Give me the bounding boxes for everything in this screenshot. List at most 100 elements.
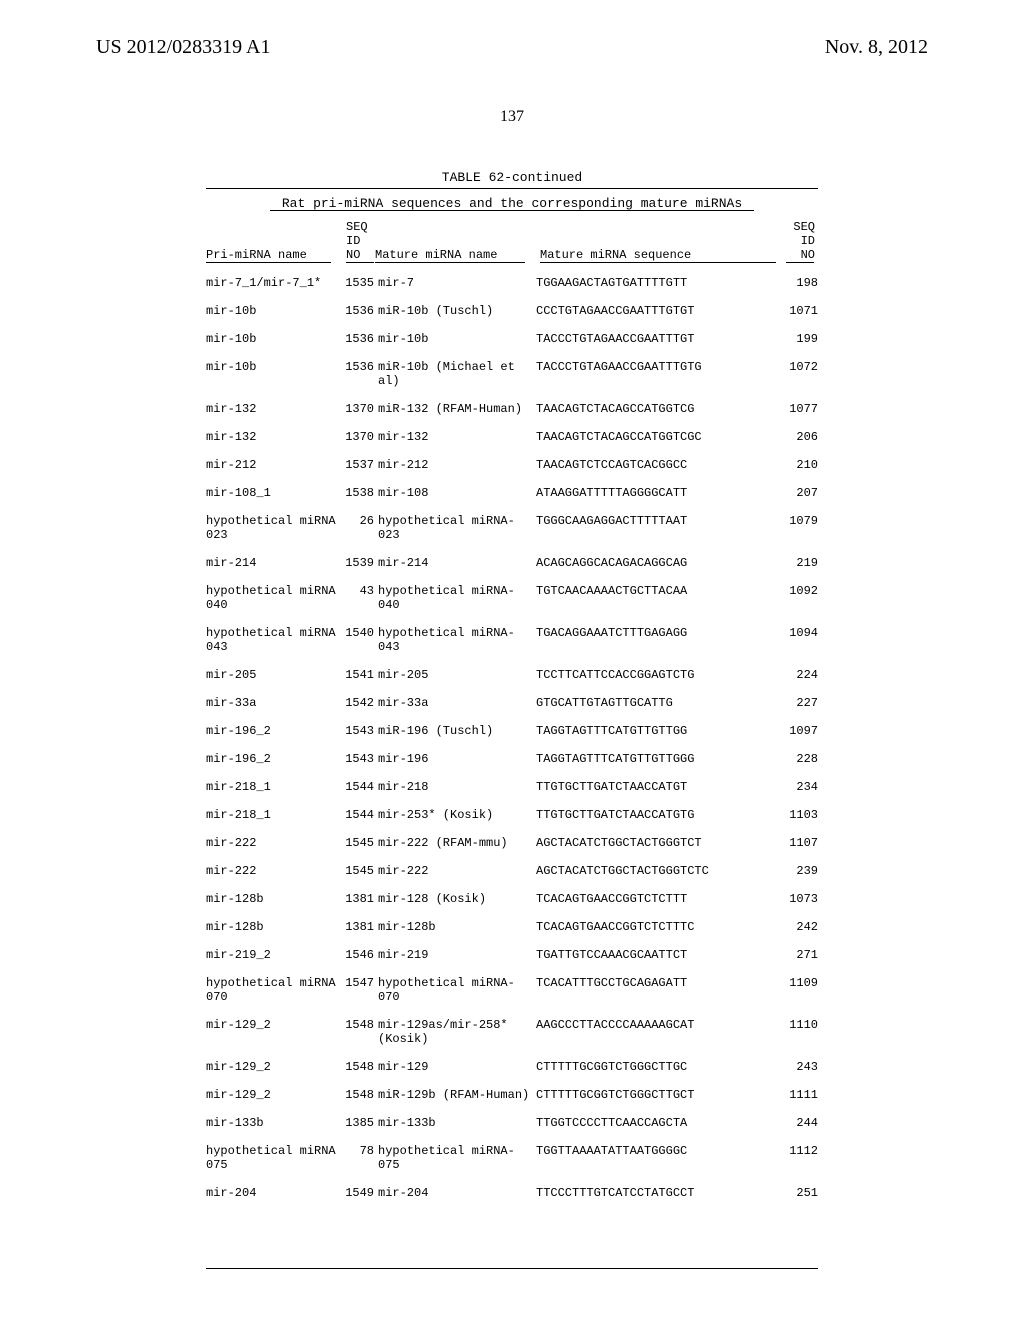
cell-mature-seq: TGTCAACAAAACTGCTTACAA — [536, 584, 776, 598]
cell-mature-name: mir-128b — [378, 920, 536, 934]
cell-mature-seq: ATAAGGATTTTTAGGGGCATT — [536, 486, 776, 500]
cell-seqid1: 1370 — [342, 402, 378, 416]
cell-mature-name: miR-196 (Tuschl) — [378, 724, 536, 738]
cell-mature-name: mir-222 — [378, 864, 536, 878]
cell-seqid1: 1536 — [342, 304, 378, 318]
table-row: mir-218_11544mir-253* (Kosik)TTGTGCTTGAT… — [206, 808, 818, 822]
cell-pri: mir-218_1 — [206, 808, 342, 822]
cell-pri: mir-214 — [206, 556, 342, 570]
cell-pri: mir-133b — [206, 1116, 342, 1130]
table-row: mir-2041549mir-204TTCCCTTTGTCATCCTATGCCT… — [206, 1186, 818, 1200]
cell-seqid1: 1544 — [342, 808, 378, 822]
cell-seqid1: 1543 — [342, 724, 378, 738]
cell-pri: mir-33a — [206, 696, 342, 710]
cell-seqid2: 206 — [776, 430, 818, 444]
cell-pri: mir-222 — [206, 864, 342, 878]
table-row: hypothetical miRNA 0701547hypothetical m… — [206, 976, 818, 1004]
cell-pri: mir-10b — [206, 304, 342, 318]
cell-seqid2: 243 — [776, 1060, 818, 1074]
cell-mature-name: mir-214 — [378, 556, 536, 570]
col-rule — [375, 262, 525, 263]
cell-seqid2: 1071 — [776, 304, 818, 318]
table-row: mir-10b1536miR-10b (Michael et al)TACCCT… — [206, 360, 818, 388]
cell-seqid1: 1547 — [342, 976, 378, 990]
cell-mature-seq: AGCTACATCTGGCTACTGGGTCT — [536, 836, 776, 850]
table-row: mir-128b1381mir-128bTCACAGTGAACCGGTCTCTT… — [206, 920, 818, 934]
cell-seqid2: 1077 — [776, 402, 818, 416]
cell-mature-seq: CTTTTTGCGGTCTGGGCTTGCT — [536, 1088, 776, 1102]
cell-mature-seq: TACCCTGTAGAACCGAATTTGT — [536, 332, 776, 346]
cell-mature-name: mir-133b — [378, 1116, 536, 1130]
cell-seqid1: 1545 — [342, 836, 378, 850]
cell-seqid1: 1540 — [342, 626, 378, 640]
cell-mature-name: mir-253* (Kosik) — [378, 808, 536, 822]
cell-mature-name: miR-10b (Michael et al) — [378, 360, 536, 388]
cell-mature-name: mir-218 — [378, 780, 536, 794]
cell-pri: hypothetical miRNA 040 — [206, 584, 342, 612]
table-row: mir-196_21543miR-196 (Tuschl)TAGGTAGTTTC… — [206, 724, 818, 738]
cell-mature-seq: TCACATTTGCCTGCAGAGATT — [536, 976, 776, 990]
cell-pri: mir-10b — [206, 360, 342, 374]
cell-seqid2: 244 — [776, 1116, 818, 1130]
cell-seqid2: 219 — [776, 556, 818, 570]
col-rule — [786, 262, 814, 263]
cell-pri: mir-7_1/mir-7_1* — [206, 276, 342, 290]
cell-pri: mir-219_2 — [206, 948, 342, 962]
cell-seqid1: 1548 — [342, 1018, 378, 1032]
cell-mature-name: miR-132 (RFAM-Human) — [378, 402, 536, 416]
cell-seqid1: 1542 — [342, 696, 378, 710]
col-header-pri: Pri-miRNA name — [206, 248, 307, 262]
table-rule-bot — [206, 1268, 818, 1269]
cell-seqid2: 234 — [776, 780, 818, 794]
col-rule — [346, 262, 374, 263]
col-header-mature-name: Mature miRNA name — [375, 248, 497, 262]
cell-mature-name: mir-10b — [378, 332, 536, 346]
cell-mature-seq: TGGAAGACTAGTGATTTTGTT — [536, 276, 776, 290]
cell-mature-seq: GTGCATTGTAGTTGCATTG — [536, 696, 776, 710]
table-row: mir-129_21548miR-129b (RFAM-Human)CTTTTT… — [206, 1088, 818, 1102]
cell-seqid2: 210 — [776, 458, 818, 472]
cell-seqid1: 1381 — [342, 920, 378, 934]
table-row: mir-1321370mir-132TAACAGTCTACAGCCATGGTCG… — [206, 430, 818, 444]
table-row: mir-2051541mir-205TCCTTCATTCCACCGGAGTCTG… — [206, 668, 818, 682]
cell-pri: mir-10b — [206, 332, 342, 346]
cell-pri: hypothetical miRNA 075 — [206, 1144, 342, 1172]
cell-pri: mir-128b — [206, 920, 342, 934]
cell-mature-seq: CCCTGTAGAACCGAATTTGTGT — [536, 304, 776, 318]
cell-seqid1: 26 — [342, 514, 378, 528]
cell-mature-name: hypothetical miRNA-070 — [378, 976, 536, 1004]
table-row: hypothetical miRNA 04043hypothetical miR… — [206, 584, 818, 612]
cell-seqid2: 1097 — [776, 724, 818, 738]
cell-mature-name: miR-10b (Tuschl) — [378, 304, 536, 318]
cell-mature-name: mir-212 — [378, 458, 536, 472]
cell-pri: mir-205 — [206, 668, 342, 682]
cell-mature-seq: TAACAGTCTCCAGTCACGGCC — [536, 458, 776, 472]
cell-mature-seq: TAACAGTCTACAGCCATGGTCG — [536, 402, 776, 416]
cell-seqid2: 227 — [776, 696, 818, 710]
table-row: mir-128b1381mir-128 (Kosik)TCACAGTGAACCG… — [206, 892, 818, 906]
cell-seqid2: 1111 — [776, 1088, 818, 1102]
table-title-underline — [270, 210, 754, 211]
cell-mature-seq: TCCTTCATTCCACCGGAGTCTG — [536, 668, 776, 682]
cell-mature-name: mir-205 — [378, 668, 536, 682]
table-row: mir-129_21548mir-129CTTTTTGCGGTCTGGGCTTG… — [206, 1060, 818, 1074]
cell-pri: mir-132 — [206, 402, 342, 416]
cell-seqid2: 199 — [776, 332, 818, 346]
table-row: mir-2221545mir-222AGCTACATCTGGCTACTGGGTC… — [206, 864, 818, 878]
cell-seqid1: 1538 — [342, 486, 378, 500]
table-row: mir-129_21548mir-129as/mir-258* (Kosik)A… — [206, 1018, 818, 1046]
cell-mature-name: mir-129 — [378, 1060, 536, 1074]
table-row: mir-196_21543mir-196TAGGTAGTTTCATGTTGTTG… — [206, 752, 818, 766]
cell-mature-seq: CTTTTTGCGGTCTGGGCTTGC — [536, 1060, 776, 1074]
cell-seqid2: 251 — [776, 1186, 818, 1200]
cell-mature-seq: TGACAGGAAATCTTTGAGAGG — [536, 626, 776, 640]
cell-seqid2: 224 — [776, 668, 818, 682]
cell-mature-name: mir-7 — [378, 276, 536, 290]
cell-mature-seq: ACAGCAGGCACAGACAGGCAG — [536, 556, 776, 570]
cell-pri: mir-212 — [206, 458, 342, 472]
cell-seqid2: 242 — [776, 920, 818, 934]
cell-mature-seq: TTGGTCCCCTTCAACCAGCTA — [536, 1116, 776, 1130]
cell-seqid2: 228 — [776, 752, 818, 766]
cell-seqid1: 1381 — [342, 892, 378, 906]
cell-mature-seq: TCACAGTGAACCGGTCTCTTTC — [536, 920, 776, 934]
